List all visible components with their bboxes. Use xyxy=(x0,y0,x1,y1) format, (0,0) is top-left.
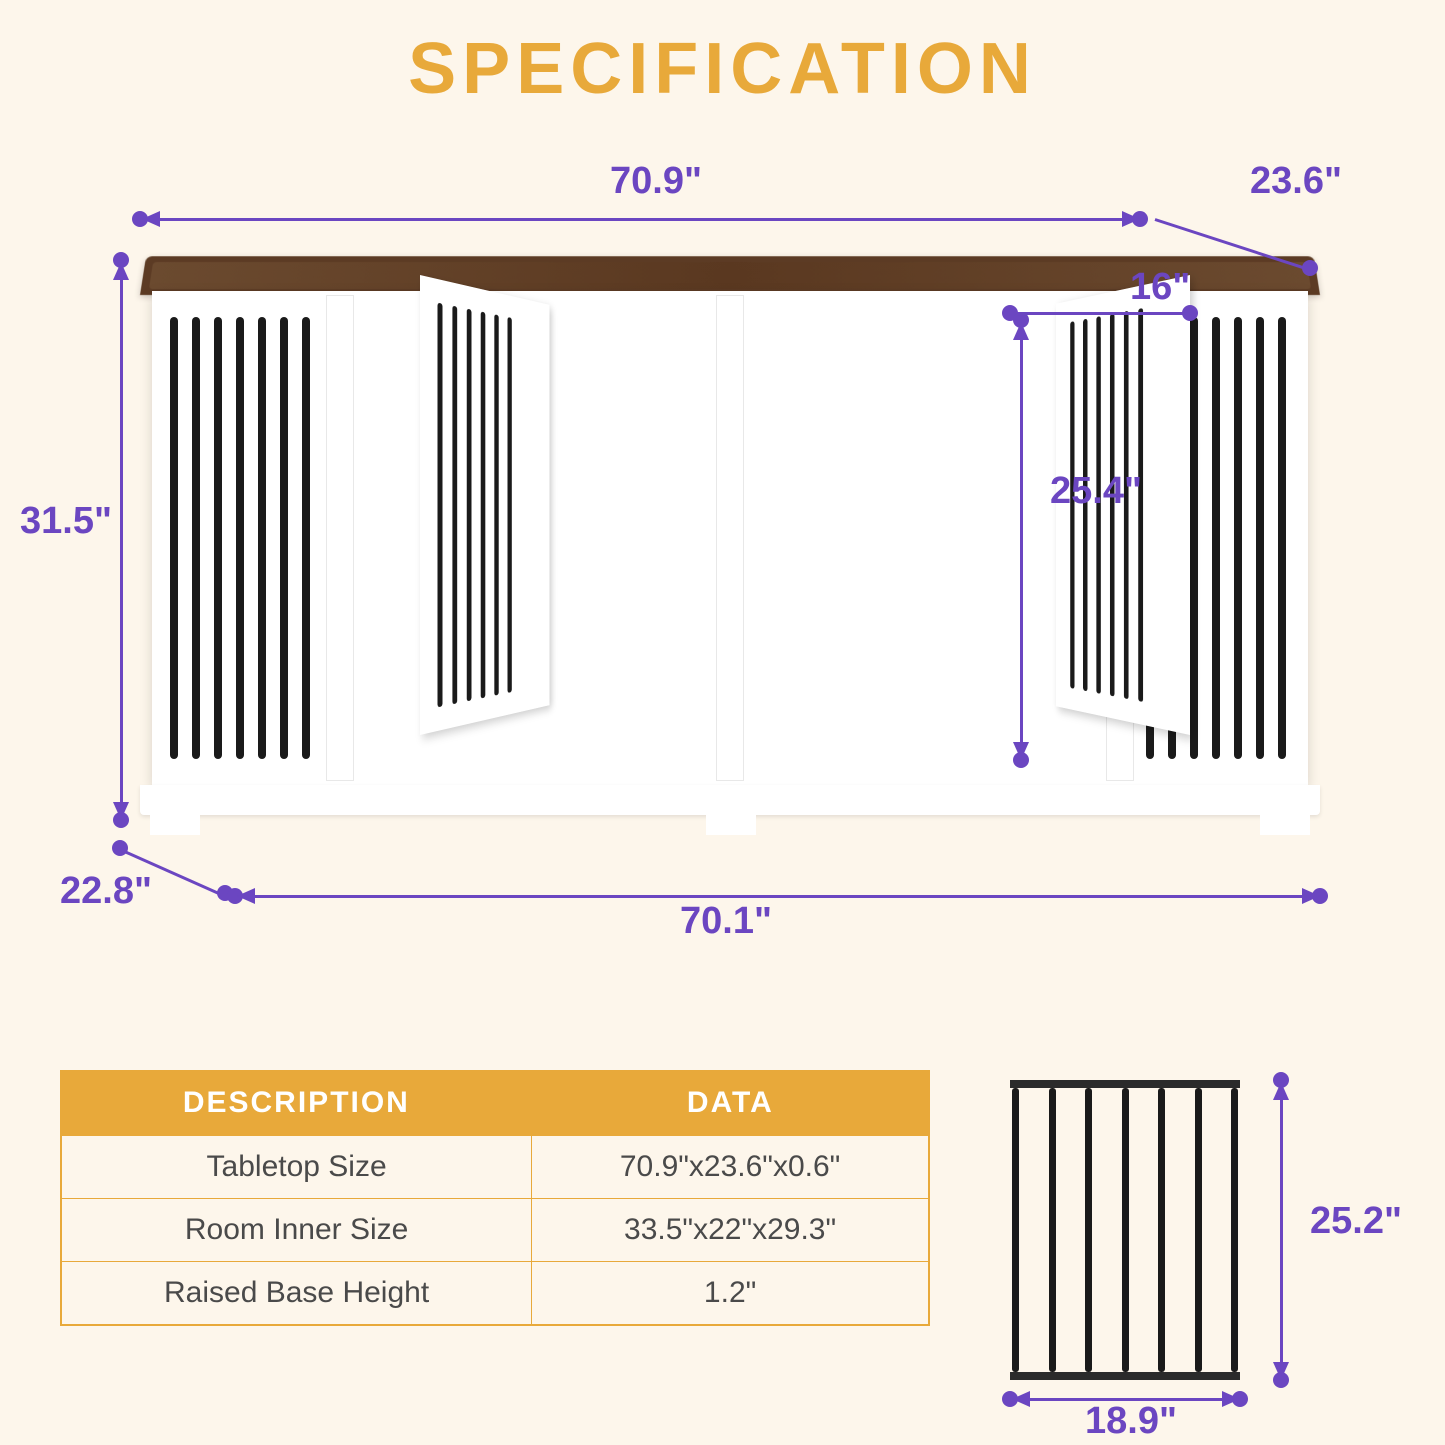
cell: Tabletop Size xyxy=(61,1135,532,1199)
page-title: SPECIFICATION xyxy=(0,28,1445,110)
arrow-icon xyxy=(1222,1391,1240,1407)
foot xyxy=(1260,815,1310,835)
arrow-icon xyxy=(1302,888,1320,904)
cell: Raised Base Height xyxy=(61,1262,532,1326)
dim-line xyxy=(140,218,1140,221)
dim-base-width: 70.1" xyxy=(680,900,772,943)
dim-divider-width: 18.9" xyxy=(1085,1400,1177,1443)
arrow-icon xyxy=(1273,1362,1289,1380)
dim-line xyxy=(120,260,123,820)
dim-overall-height: 31.5" xyxy=(20,500,112,543)
dim-line xyxy=(1020,320,1023,760)
arrow-icon xyxy=(237,888,255,904)
divider-rail xyxy=(1010,1372,1240,1380)
arrow-icon xyxy=(1013,322,1029,340)
dim-base-depth: 22.8" xyxy=(60,870,152,913)
dim-door-width: 16" xyxy=(1130,266,1190,309)
dim-inner-height: 25.4" xyxy=(1050,470,1142,513)
arrow-icon xyxy=(113,262,129,280)
table-row: Room Inner Size 33.5"x22"x29.3" xyxy=(61,1199,929,1262)
bars-left xyxy=(162,305,322,771)
dim-line xyxy=(1010,312,1190,315)
arrow-icon xyxy=(1273,1082,1289,1100)
foot xyxy=(150,815,200,835)
th-description: DESCRIPTION xyxy=(61,1071,532,1135)
crate-base xyxy=(140,785,1320,815)
arrow-icon xyxy=(113,802,129,820)
divider-bars xyxy=(1012,1088,1238,1372)
arrow-icon xyxy=(1013,742,1029,760)
dim-line xyxy=(235,895,1320,898)
frame-post xyxy=(326,295,354,781)
dim-dot xyxy=(112,840,128,856)
dim-line xyxy=(1010,1398,1240,1401)
table-row: Raised Base Height 1.2" xyxy=(61,1262,929,1326)
arrow-icon xyxy=(142,211,160,227)
frame-center xyxy=(716,295,744,781)
dim-divider-height: 25.2" xyxy=(1310,1200,1402,1243)
arrow-icon xyxy=(1122,211,1140,227)
door-left-open xyxy=(420,275,549,735)
cell: Room Inner Size xyxy=(61,1199,532,1262)
divider-panel xyxy=(1010,1080,1240,1380)
crate-illustration xyxy=(140,255,1320,815)
cell: 70.9"x23.6"x0.6" xyxy=(532,1135,929,1199)
divider-rail xyxy=(1010,1080,1240,1088)
cell: 33.5"x22"x29.3" xyxy=(532,1199,929,1262)
cell: 1.2" xyxy=(532,1262,929,1326)
th-data: DATA xyxy=(532,1071,929,1135)
table-row: Tabletop Size 70.9"x23.6"x0.6" xyxy=(61,1135,929,1199)
dim-top-depth: 23.6" xyxy=(1250,160,1342,203)
foot xyxy=(706,815,756,835)
dim-top-width: 70.9" xyxy=(610,160,702,203)
dim-line xyxy=(1280,1080,1283,1380)
spec-table: DESCRIPTION DATA Tabletop Size 70.9"x23.… xyxy=(60,1070,930,1326)
dim-dot xyxy=(1182,305,1198,321)
arrow-icon xyxy=(1012,1391,1030,1407)
dim-dot xyxy=(1302,260,1318,276)
